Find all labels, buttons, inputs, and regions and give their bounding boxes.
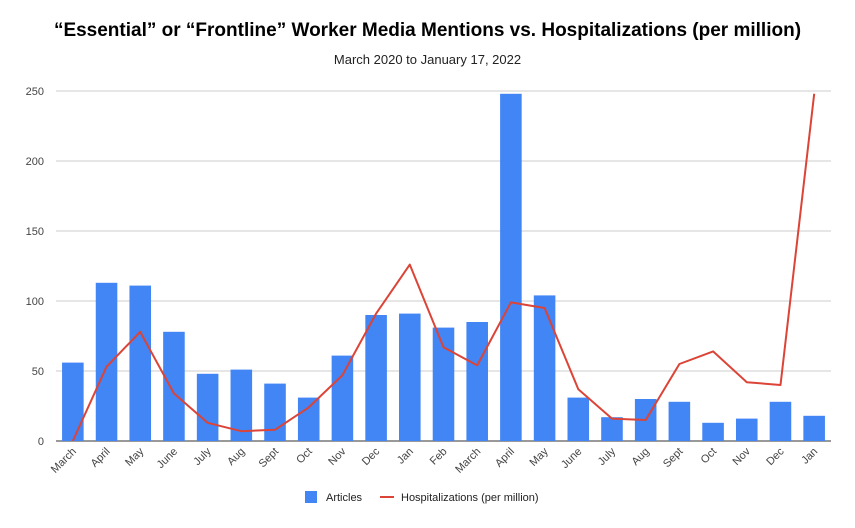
x-tick-label: April — [493, 446, 517, 470]
x-tick-label: March — [453, 446, 483, 476]
x-tick-label: Aug — [225, 446, 247, 468]
x-tick-label: Sept — [257, 446, 281, 470]
legend: Articles Hospitalizations (per million) — [305, 491, 539, 504]
bar-series — [62, 93, 825, 442]
bar — [735, 418, 758, 441]
bar — [196, 373, 219, 441]
bar — [500, 93, 522, 442]
legend-label-hospitalizations: Hospitalizations (per million) — [401, 492, 539, 504]
x-tick-label: Dec — [764, 445, 787, 468]
line-series — [71, 93, 816, 442]
x-tick-label: Aug — [629, 446, 651, 468]
chart-subtitle: March 2020 to January 17, 2022 — [333, 52, 522, 67]
x-tick-label: July — [191, 445, 214, 468]
x-tick-label: April — [89, 446, 113, 470]
y-tick-label: 200 — [26, 156, 44, 168]
x-tick-label: March — [49, 446, 79, 476]
y-tick-label: 0 — [38, 436, 44, 448]
bar — [432, 327, 455, 441]
x-tick-label: Nov — [326, 445, 349, 468]
bar — [297, 397, 320, 441]
bar — [62, 362, 84, 441]
y-tick-label: 50 — [32, 366, 44, 378]
y-tick-label: 100 — [26, 296, 44, 308]
bar — [129, 285, 152, 441]
x-tick-label: Oct — [294, 446, 315, 467]
bar — [702, 422, 724, 441]
y-tick-label: 250 — [26, 86, 44, 98]
bar — [601, 417, 623, 441]
bar — [668, 401, 691, 441]
bar — [264, 383, 286, 441]
bar — [803, 415, 825, 441]
x-tick-label: Sept — [661, 446, 685, 470]
bar — [399, 313, 421, 441]
bar — [365, 315, 387, 441]
y-tick-label: 150 — [26, 226, 44, 238]
x-tick-label: July — [596, 445, 619, 468]
bar — [95, 282, 118, 441]
x-axis-ticks: March April May June July Aug Sept Oct Nov Dec Jan… — [49, 445, 820, 475]
bar — [331, 355, 354, 441]
bar — [533, 295, 556, 441]
x-tick-label: June — [155, 446, 180, 471]
bar — [163, 331, 185, 441]
x-tick-label: May — [123, 445, 147, 469]
x-tick-label: Dec — [360, 445, 383, 468]
legend-label-articles: Articles — [326, 492, 363, 504]
x-tick-label: Nov — [731, 445, 754, 468]
x-tick-label: Feb — [428, 446, 450, 468]
bar — [567, 397, 590, 441]
y-axis-ticks: 0 50 100 150 200 250 — [26, 86, 44, 448]
bar — [230, 369, 253, 441]
x-tick-label: May — [528, 445, 552, 469]
x-tick-label: June — [559, 446, 584, 471]
bar — [769, 401, 792, 441]
chart-title: “Essential” or “Frontline” Worker Media … — [53, 20, 802, 41]
x-tick-label: Jan — [799, 446, 820, 467]
x-tick-label: Oct — [699, 446, 720, 467]
legend-swatch-articles — [305, 491, 317, 503]
bar — [466, 322, 488, 441]
x-tick-label: Jan — [395, 446, 416, 467]
